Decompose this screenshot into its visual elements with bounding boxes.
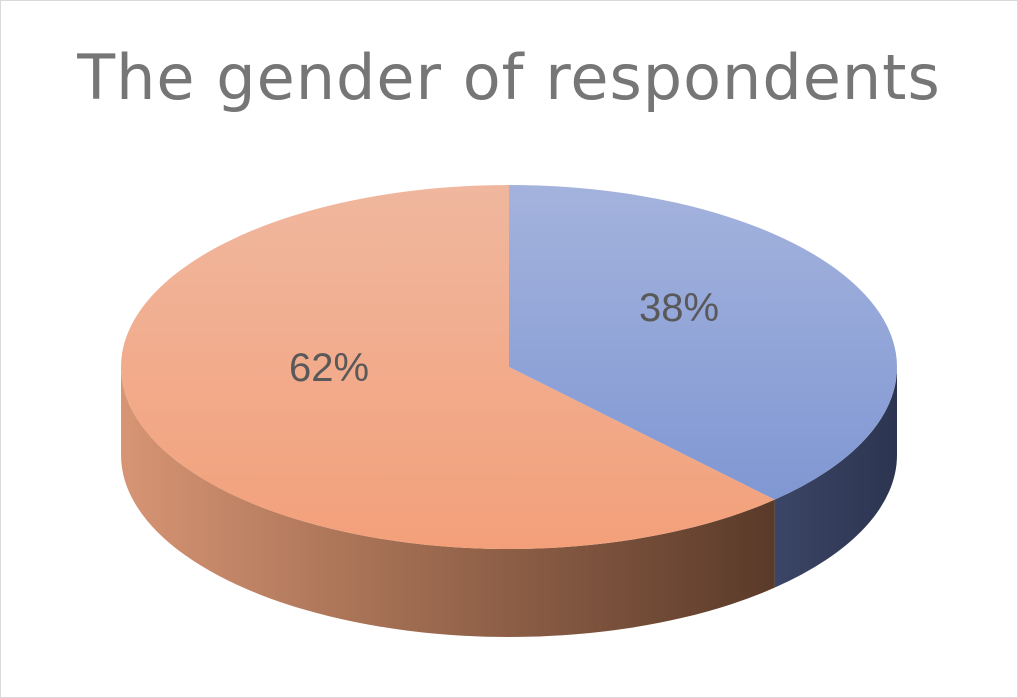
pie-slice-orange xyxy=(120,185,775,550)
pie-slice-blue xyxy=(509,185,897,500)
data-label-orange: 62% xyxy=(289,346,369,390)
data-label-blue: 38% xyxy=(639,286,719,330)
chart-title: The gender of respondents xyxy=(77,41,941,114)
pie-slice-blue-side xyxy=(774,367,897,588)
pie-slice-orange-side xyxy=(121,367,775,637)
